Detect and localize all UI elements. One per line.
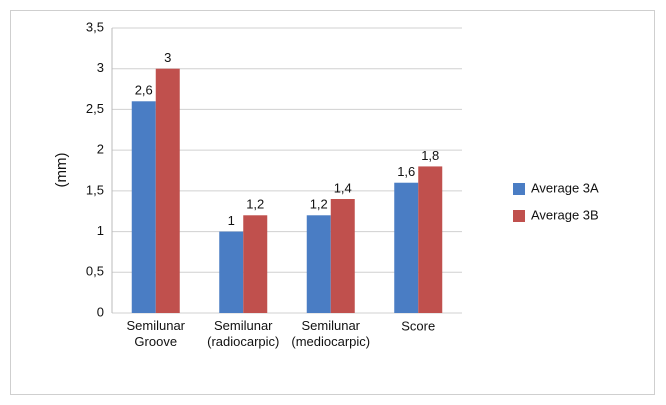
value-label: 1,6: [397, 164, 415, 179]
y-tick-label: 2: [97, 142, 104, 157]
value-label: 1,2: [310, 197, 328, 212]
legend-label: Average 3A: [531, 180, 599, 195]
value-label: 1,2: [246, 197, 264, 212]
x-tick-label: Semilunar Groove: [126, 318, 185, 349]
y-axis-label: (mm): [53, 153, 70, 188]
y-tick-label: 0,5: [86, 264, 104, 279]
y-tick-label: 2,5: [86, 101, 104, 116]
legend-swatch: [513, 183, 525, 195]
bar: [155, 68, 180, 313]
y-tick-label: 0: [97, 304, 104, 319]
value-label: 2,6: [135, 83, 153, 98]
y-tick-label: 1,5: [86, 182, 104, 197]
value-label: 1,4: [334, 180, 352, 195]
bar: [131, 101, 156, 314]
value-label: 1: [228, 213, 235, 228]
y-tick-label: 1: [97, 223, 104, 238]
bar: [306, 215, 331, 313]
x-tick-label: Semilunar (mediocarpic): [291, 318, 370, 349]
legend-label: Average 3B: [531, 207, 599, 222]
value-label: 1,8: [421, 148, 439, 163]
legend-swatch: [513, 210, 525, 222]
bar: [394, 182, 419, 313]
x-tick-label: Score: [401, 318, 435, 333]
bar: [219, 231, 244, 313]
bar: [330, 199, 355, 313]
bar: [243, 215, 268, 313]
value-label: 3: [164, 50, 171, 65]
x-tick-label: Semilunar (radiocarpic): [207, 318, 279, 349]
bar: [418, 166, 443, 313]
y-tick-label: 3,5: [86, 19, 104, 34]
y-tick-label: 3: [97, 60, 104, 75]
